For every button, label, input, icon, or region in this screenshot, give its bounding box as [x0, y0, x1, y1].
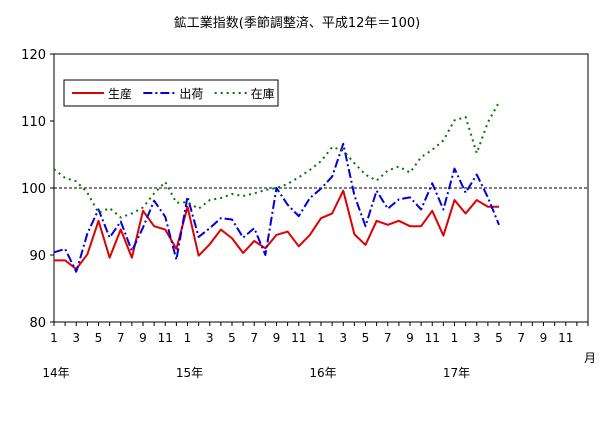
year-label: 17年 [443, 366, 470, 380]
x-tick-label: 1 [317, 331, 325, 345]
series-line-2 [53, 142, 500, 273]
x-tick-label: 7 [384, 331, 392, 345]
x-tick-label: 9 [540, 331, 548, 345]
year-label: 16年 [309, 366, 336, 380]
x-tick-label: 9 [273, 331, 281, 345]
x-tick-label: 1 [184, 331, 192, 345]
y-tick-label: 90 [29, 249, 46, 264]
chart-title: 鉱工業指数(季節調整済、平成12年＝100) [174, 15, 421, 31]
x-tick-label: 1 [50, 331, 58, 345]
y-tick-label: 80 [29, 316, 46, 331]
x-tick-label: 11 [558, 331, 573, 345]
x-tick-label: 9 [406, 331, 414, 345]
legend-label: 生産 [108, 86, 132, 101]
legend-label: 在庫 [251, 87, 275, 101]
x-tick-label: 3 [339, 331, 347, 345]
y-tick-label: 100 [21, 182, 46, 197]
x-tick-label: 3 [206, 331, 214, 345]
x-tick-label: 5 [228, 331, 236, 345]
x-tick-label: 1 [451, 331, 459, 345]
legend-label: 出荷 [179, 87, 203, 101]
x-tick-label: 7 [517, 331, 525, 345]
x-tick-label: 11 [425, 331, 440, 345]
y-tick-label: 110 [21, 115, 46, 130]
x-tick-label: 3 [473, 331, 481, 345]
x-tick-label: 5 [362, 331, 370, 345]
x-tick-label: 7 [117, 331, 125, 345]
series-line-1 [54, 189, 499, 271]
x-tick-label: 11 [291, 331, 306, 345]
x-tick-label: 5 [495, 331, 503, 345]
x-tick-label: 9 [139, 331, 147, 345]
year-label: 15年 [176, 366, 203, 380]
x-tick-label: 11 [158, 331, 173, 345]
y-tick-label: 120 [21, 48, 46, 63]
series-line-3 [53, 101, 500, 219]
x-tick-label: 3 [72, 331, 80, 345]
x-tick-label: 7 [250, 331, 258, 345]
x-tick-label: 5 [95, 331, 103, 345]
series-layer [53, 101, 500, 273]
year-label: 14年 [42, 366, 69, 380]
x-unit-label: 月 [584, 351, 596, 365]
legend: 生産 出荷 在庫 [63, 79, 279, 107]
